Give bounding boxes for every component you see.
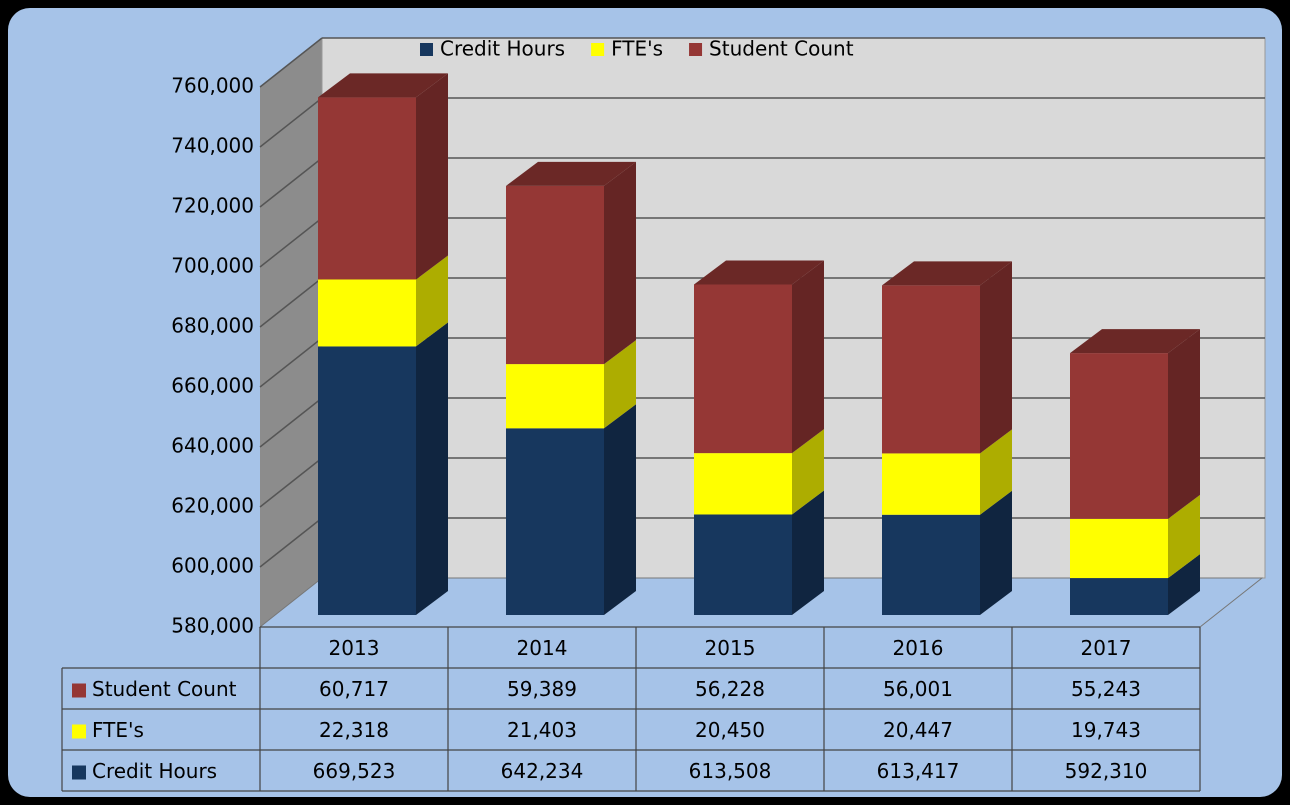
table-cell: 642,234 — [501, 759, 584, 783]
table-row-label: FTE's — [92, 718, 144, 742]
grid-line-side — [259, 337, 323, 388]
table-cell: 21,403 — [507, 718, 577, 742]
bar-side — [416, 73, 448, 280]
table-cell: 59,389 — [507, 677, 577, 701]
legend-key — [591, 43, 605, 56]
bar — [506, 364, 604, 429]
bar-side — [792, 429, 824, 515]
bar-side — [980, 261, 1012, 454]
y-tick-label: 700,000 — [171, 254, 254, 278]
bar-side — [980, 429, 1012, 515]
bar-side — [416, 322, 448, 615]
side-wall — [260, 38, 322, 627]
table-row-label: Credit Hours — [92, 759, 217, 783]
y-tick-label: 740,000 — [171, 134, 254, 158]
table-cell: 613,508 — [689, 759, 772, 783]
table-cell: 20,447 — [883, 718, 953, 742]
bar — [1070, 518, 1168, 579]
y-tick-label: 660,000 — [171, 374, 254, 398]
bar-top — [1070, 329, 1200, 354]
y-tick-label: 580,000 — [171, 614, 254, 638]
table-header: 2017 — [1081, 636, 1132, 660]
bar — [318, 97, 416, 280]
y-tick-label: 640,000 — [171, 434, 254, 458]
bar-side — [1168, 554, 1200, 615]
table-cell: 20,450 — [695, 718, 765, 742]
table-header: 2016 — [893, 636, 944, 660]
data-table: 2013 2014 2015 2016 2017 Student Count 60,717 5… — [61, 626, 1201, 792]
table-cell: 60,717 — [319, 677, 389, 701]
table-key — [72, 683, 86, 698]
legend-key — [420, 43, 433, 56]
bar — [506, 185, 604, 365]
bar-top — [882, 261, 1012, 286]
bar — [882, 285, 980, 454]
table-cell: 613,417 — [877, 759, 960, 783]
bar-side — [1168, 494, 1200, 579]
bar-side — [416, 255, 448, 347]
bar-side — [792, 490, 824, 615]
legend-label: Credit Hours — [440, 37, 565, 61]
bar-side — [980, 490, 1012, 615]
grid-line-side — [259, 37, 323, 88]
legend-label: FTE's — [611, 37, 663, 61]
bar-top — [694, 260, 824, 285]
bar-side — [1168, 329, 1200, 519]
table-key — [72, 765, 86, 780]
bar-side — [604, 340, 636, 429]
grid-line-side — [259, 397, 323, 448]
bar — [882, 514, 980, 615]
bars — [318, 73, 1200, 615]
y-tick-label: 600,000 — [171, 554, 254, 578]
bar — [318, 346, 416, 615]
bar — [1070, 578, 1168, 615]
bar-top — [318, 73, 448, 98]
legend: Credit Hours FTE's Student Count — [420, 37, 854, 61]
y-tick-label: 720,000 — [171, 194, 254, 218]
table-cell: 669,523 — [313, 759, 396, 783]
grid-line-side — [259, 277, 323, 328]
bar — [318, 279, 416, 347]
bar — [694, 453, 792, 515]
table-header: 2013 — [329, 636, 380, 660]
bar-top — [506, 161, 636, 186]
bar-side — [604, 161, 636, 365]
table-cell: 22,318 — [319, 718, 389, 742]
table-header: 2015 — [705, 636, 756, 660]
y-tick-label: 680,000 — [171, 314, 254, 338]
table-cell: 56,228 — [695, 677, 765, 701]
grid-line-side — [259, 157, 323, 208]
bar — [1070, 353, 1168, 519]
grid-line-side — [259, 517, 323, 568]
bar — [506, 428, 604, 615]
table-header: 2014 — [517, 636, 568, 660]
y-tick-label: 760,000 — [171, 74, 254, 98]
legend-key — [689, 43, 703, 56]
grid-line-side — [259, 457, 323, 508]
table-cell: 592,310 — [1065, 759, 1148, 783]
table-cell: 55,243 — [1071, 677, 1141, 701]
table-row-label: Student Count — [92, 677, 237, 701]
bar — [694, 284, 792, 454]
bar — [882, 453, 980, 515]
legend-label: Student Count — [709, 37, 854, 61]
grid-line-side — [259, 97, 323, 148]
bar — [694, 514, 792, 615]
bar-side — [792, 260, 824, 454]
table-cell: 56,001 — [883, 677, 953, 701]
table-cell: 19,743 — [1071, 718, 1141, 742]
y-tick-label: 620,000 — [171, 494, 254, 518]
grid-line-side — [259, 217, 323, 268]
table-key — [72, 724, 86, 739]
bar-side — [604, 404, 636, 615]
